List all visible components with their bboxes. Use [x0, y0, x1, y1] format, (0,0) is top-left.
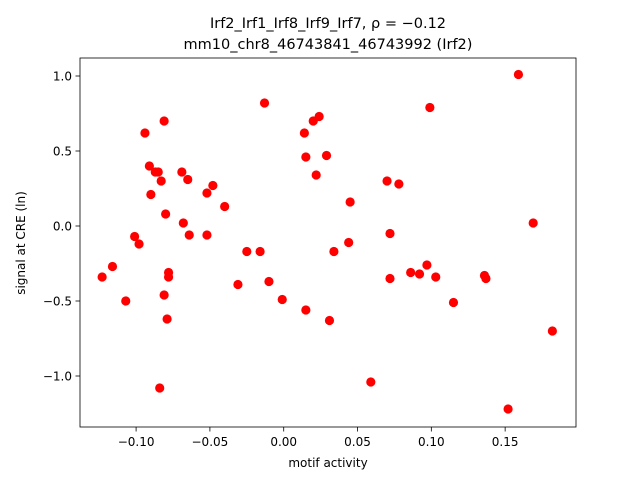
data-point: [448, 297, 459, 308]
data-point: [366, 377, 376, 387]
y-tick-label: −1.0: [43, 369, 72, 383]
data-point: [425, 102, 435, 113]
data-point: [422, 260, 432, 270]
data-points: [97, 69, 557, 414]
data-point: [394, 179, 404, 189]
data-point: [146, 189, 156, 200]
data-point: [431, 272, 441, 282]
x-tick-label: 0.10: [418, 435, 445, 449]
data-point: [233, 279, 243, 290]
data-point: [259, 98, 270, 108]
data-point: [140, 128, 150, 138]
data-point: [311, 170, 321, 180]
plot-frame: [79, 57, 577, 428]
y-tick-label: 1.0: [53, 69, 72, 83]
data-point: [382, 176, 392, 186]
data-point: [481, 273, 491, 284]
data-point: [547, 326, 557, 336]
data-point: [314, 111, 324, 122]
data-point: [344, 237, 354, 248]
data-point: [321, 150, 332, 161]
data-point: [301, 152, 311, 162]
data-point: [513, 69, 524, 80]
x-axis-label: motif activity: [288, 456, 367, 470]
chart-title-line-2: mm10_chr8_46743841_46743992 (Irf2): [184, 37, 473, 53]
data-point: [324, 315, 335, 326]
x-tick-label: −0.10: [118, 435, 155, 449]
data-point: [162, 314, 172, 324]
data-point: [107, 261, 118, 272]
data-point: [153, 167, 163, 177]
data-point: [178, 218, 188, 228]
y-axis-label: signal at CRE (ln): [14, 191, 28, 295]
data-point: [134, 239, 144, 249]
x-tick-label: 0.15: [492, 435, 519, 449]
data-point: [159, 116, 169, 126]
data-point: [414, 269, 425, 279]
data-point: [385, 228, 395, 239]
data-point: [163, 272, 174, 282]
x-axis-ticks: −0.10 −0.05 0.00 0.05 0.10 0.15: [118, 427, 519, 449]
chart-title-line-1: Irf2_Irf1_Irf8_Irf9_Irf7, ρ = −0.12: [210, 16, 446, 32]
data-point: [144, 161, 154, 171]
y-tick-label: 0.0: [53, 219, 72, 233]
data-point: [159, 290, 169, 300]
y-axis-ticks: −1.0 −0.5 0.0 0.5 1.0: [43, 69, 80, 383]
plot-area: [79, 57, 577, 428]
y-tick-label: −0.5: [43, 294, 72, 308]
data-point: [528, 218, 538, 228]
data-point: [329, 246, 339, 257]
data-point: [503, 404, 513, 414]
data-point: [97, 272, 107, 282]
data-point: [155, 383, 165, 393]
data-point: [208, 180, 218, 191]
x-tick-label: 0.00: [270, 435, 297, 449]
data-point: [301, 305, 311, 315]
data-point: [255, 246, 265, 257]
x-tick-label: −0.05: [192, 435, 229, 449]
x-tick-label: 0.05: [344, 435, 371, 449]
data-point: [156, 176, 166, 186]
data-point: [277, 294, 287, 305]
data-point: [220, 201, 230, 212]
data-point: [299, 128, 309, 138]
data-point: [242, 246, 252, 257]
data-point: [177, 167, 187, 177]
y-tick-label: 0.5: [53, 144, 72, 158]
data-point: [264, 276, 274, 287]
data-point: [121, 296, 131, 306]
data-point: [202, 230, 212, 240]
data-point: [345, 197, 355, 207]
data-point: [202, 188, 212, 198]
data-point: [161, 209, 171, 219]
data-point: [385, 273, 395, 284]
data-point: [184, 230, 194, 240]
data-point: [130, 231, 140, 242]
data-point: [406, 267, 416, 278]
data-point: [183, 174, 193, 185]
